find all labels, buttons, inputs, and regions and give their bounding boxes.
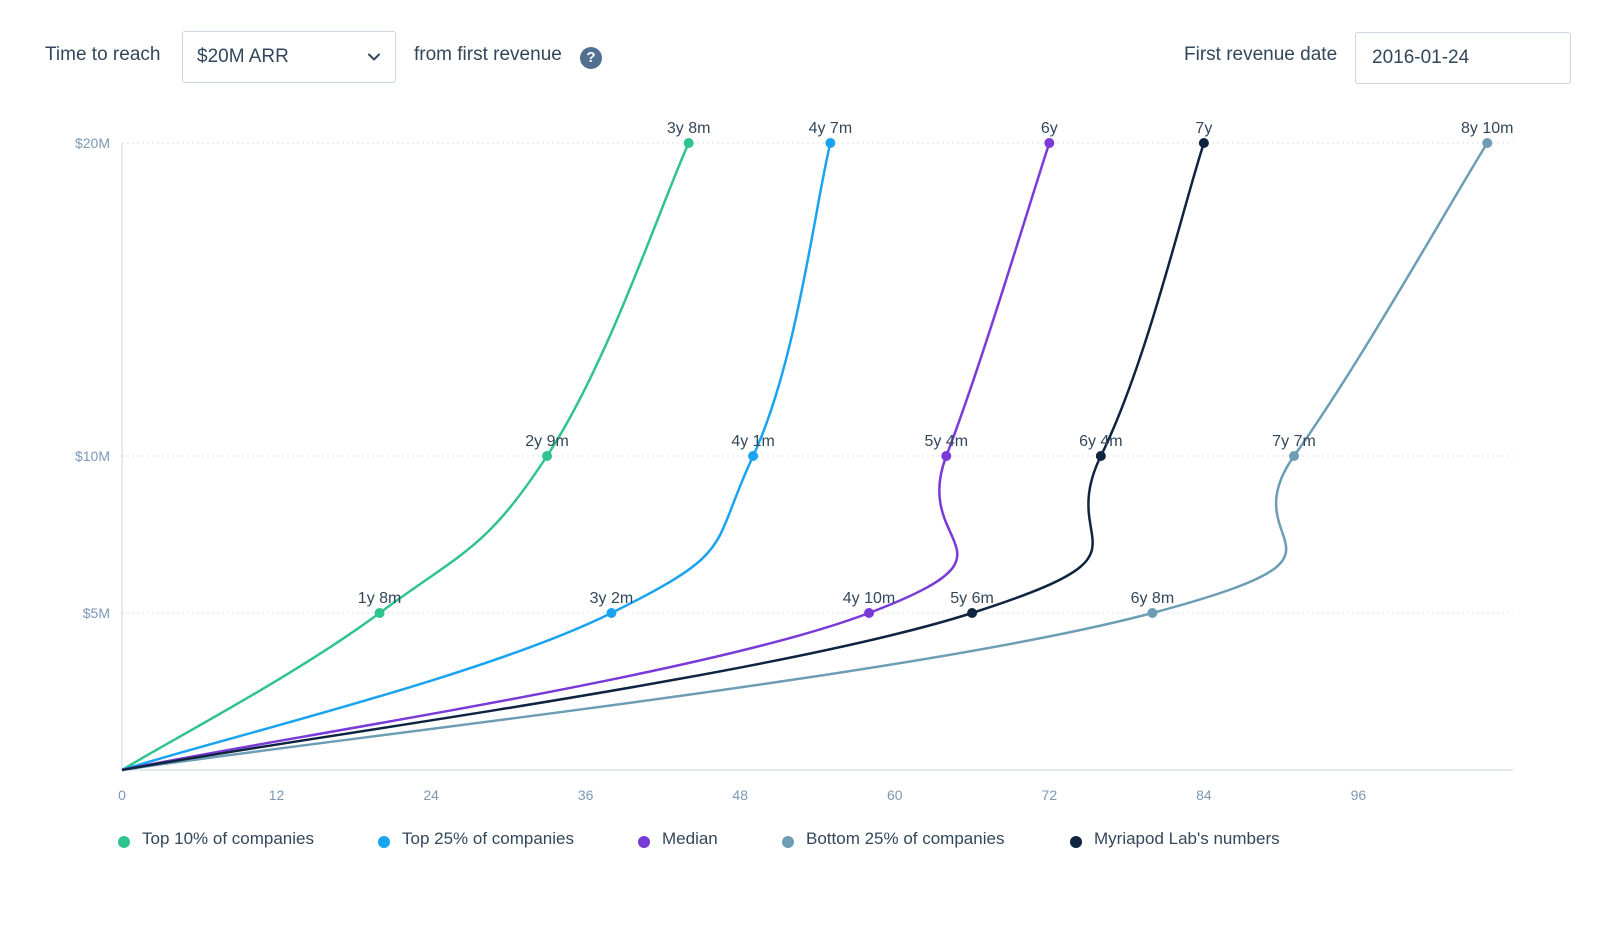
data-point-top25[interactable]	[748, 451, 759, 461]
help-icon[interactable]: ?	[580, 47, 602, 69]
legend-dot-top25	[378, 836, 390, 848]
series-line-top10	[121, 142, 690, 772]
x-tick-label: 60	[887, 787, 903, 803]
series-line-top25	[121, 142, 832, 772]
time-to-reach-label: Time to reach	[45, 44, 161, 65]
y-tick-label: $10M	[75, 448, 110, 464]
legend-label: Median	[662, 829, 718, 848]
legend-dot-bottom25	[782, 836, 794, 848]
point-label: 1y 8m	[358, 590, 402, 607]
milestone-select-value: $20M ARR	[197, 46, 289, 67]
x-tick-label: 96	[1351, 787, 1367, 803]
point-label: 4y 7m	[809, 120, 853, 137]
point-label: 4y 10m	[843, 590, 895, 607]
legend-label: Top 10% of companies	[142, 829, 314, 848]
controls-bar: Time to reach $20M ARR from first revenu…	[0, 0, 1600, 110]
point-label: 6y 8m	[1131, 590, 1175, 607]
point-label: 6y 4m	[1079, 433, 1123, 450]
point-label: 3y 8m	[667, 120, 711, 137]
point-label: 8y 10m	[1461, 120, 1513, 137]
data-point-bottom25[interactable]	[1289, 451, 1300, 461]
point-label: 7y	[1195, 120, 1212, 137]
data-point-median[interactable]	[941, 451, 952, 461]
x-tick-label: 84	[1196, 787, 1212, 803]
data-point-myriapod[interactable]	[967, 608, 978, 618]
point-label: 6y	[1041, 120, 1058, 137]
milestone-select[interactable]: $20M ARR	[182, 31, 396, 83]
series-line-bottom25	[121, 142, 1489, 772]
first-revenue-date-label: First revenue date	[1184, 44, 1338, 65]
first-revenue-date-input[interactable]	[1355, 32, 1571, 84]
x-tick-label: 72	[1042, 787, 1058, 803]
data-point-top10[interactable]	[683, 138, 694, 148]
data-point-myriapod[interactable]	[1198, 138, 1209, 148]
axes: $5M $10M $20M 0 12 24 36 48 60 72 84 96	[75, 135, 1513, 803]
data-point-top25[interactable]	[825, 138, 836, 148]
data-point-top10[interactable]	[542, 451, 553, 461]
arr-growth-chart: $5M $10M $20M 0 12 24 36 48 60 72 84 96 1y 8m 2y 9m 3…	[75, 120, 1514, 803]
point-label: 4y 1m	[731, 433, 775, 450]
data-point-bottom25[interactable]	[1147, 608, 1158, 618]
y-tick-label: $20M	[75, 135, 110, 151]
from-first-revenue-label: from first revenue	[414, 44, 562, 65]
gridlines	[122, 142, 1513, 614]
legend-dot-myriapod	[1070, 836, 1082, 848]
data-point-median[interactable]	[864, 608, 875, 618]
legend-dot-top10	[118, 836, 130, 848]
data-point-top25[interactable]	[606, 608, 617, 618]
x-tick-label: 0	[118, 787, 126, 803]
data-point-bottom25[interactable]	[1482, 138, 1493, 148]
data-point-myriapod[interactable]	[1095, 451, 1106, 461]
data-point-median[interactable]	[1044, 138, 1055, 148]
legend-label: Myriapod Lab's numbers	[1094, 829, 1280, 848]
series-line-median	[121, 142, 1051, 772]
y-tick-label: $5M	[83, 605, 110, 621]
legend-label: Top 25% of companies	[402, 829, 574, 848]
x-tick-label: 24	[423, 787, 439, 803]
point-labels: 1y 8m 2y 9m 3y 8m 3y 2m 4y 1m 4y 7m 4y 10m 5y 4…	[358, 120, 1514, 607]
x-tick-label: 36	[578, 787, 594, 803]
legend-dot-median	[638, 836, 650, 848]
point-label: 5y 6m	[950, 590, 994, 607]
x-tick-label: 48	[732, 787, 748, 803]
point-label: 2y 9m	[525, 433, 569, 450]
x-tick-label: 12	[269, 787, 285, 803]
series-line-myriapod	[121, 142, 1206, 772]
legend-label: Bottom 25% of companies	[806, 829, 1005, 848]
point-label: 7y 7m	[1272, 433, 1316, 450]
series-lines	[121, 142, 1489, 772]
data-point-top10[interactable]	[374, 608, 385, 618]
data-points	[374, 138, 1493, 618]
point-label: 5y 4m	[925, 433, 969, 450]
chevron-down-icon	[368, 53, 380, 61]
point-label: 3y 2m	[590, 590, 634, 607]
